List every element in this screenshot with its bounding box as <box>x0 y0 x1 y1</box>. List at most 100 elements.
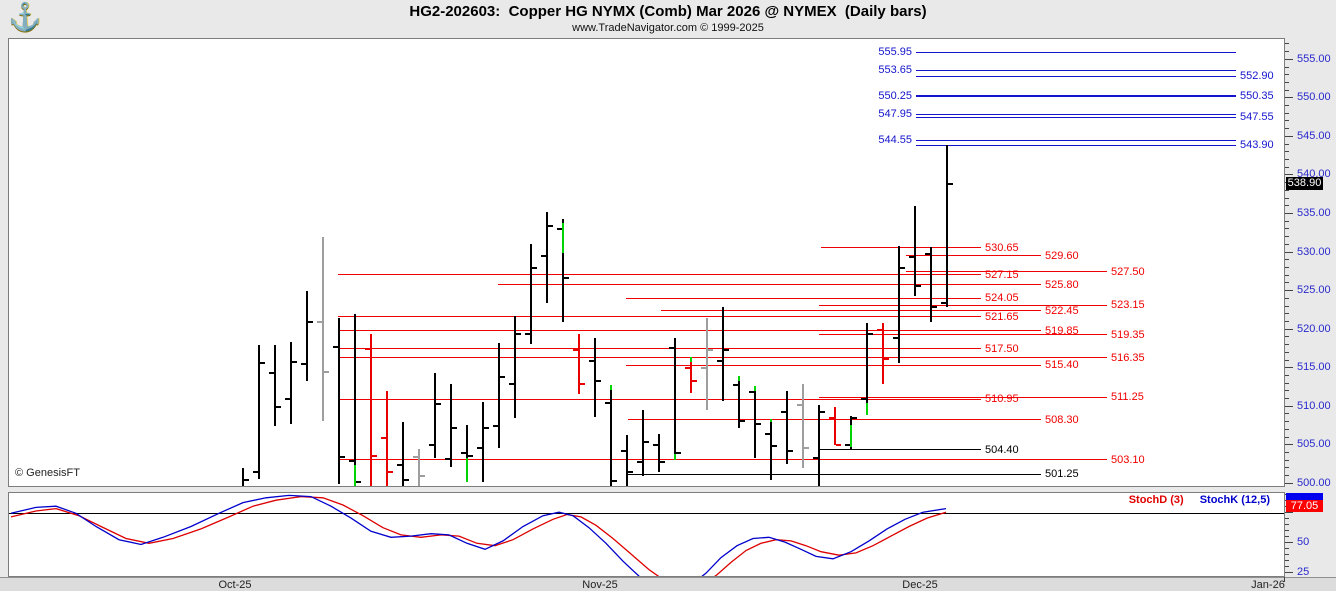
ohlc-close-tick <box>548 224 553 227</box>
stoch-axis-tick <box>1285 572 1293 574</box>
blue-level-line[interactable] <box>916 95 1236 97</box>
price-axis-tick <box>1285 259 1289 261</box>
ohlc-bar <box>690 356 692 393</box>
stoch-axis-tick <box>1285 548 1289 550</box>
price-axis-tick <box>1285 166 1289 168</box>
price-axis-tick <box>1285 398 1289 400</box>
stoch-axis-tick <box>1285 518 1289 520</box>
stoch-gridline-75 <box>9 513 1284 515</box>
ohlc-close-tick <box>404 479 409 481</box>
ohlc-close-tick <box>612 479 617 482</box>
ohlc-open-tick <box>477 446 482 449</box>
blue-level-line[interactable] <box>916 75 1236 77</box>
blue-level-line[interactable] <box>916 51 1236 53</box>
ohlc-close-tick <box>324 371 329 374</box>
ohlc-close-tick <box>340 455 345 458</box>
price-level-line[interactable] <box>819 304 1107 306</box>
ohlc-bar <box>546 211 548 304</box>
ohlc-close-tick <box>884 357 889 360</box>
price-level-label: 522.45 <box>1045 304 1079 317</box>
ohlc-open-tick <box>781 411 786 414</box>
price-axis-tick <box>1285 205 1289 207</box>
ohlc-open-tick <box>797 404 802 407</box>
ohlc-close-tick <box>932 305 937 308</box>
price-level-line[interactable] <box>338 459 1107 461</box>
ohlc-close-tick <box>276 405 281 408</box>
stochk-legend-label: StochK (12,5) <box>1199 494 1270 506</box>
ohlc-open-tick <box>829 416 834 419</box>
blue-level-line[interactable] <box>916 144 1236 146</box>
ohlc-open-tick <box>701 367 706 370</box>
stoch-axis-tick <box>1285 566 1289 568</box>
price-axis-tick <box>1285 367 1293 369</box>
price-axis-tick <box>1285 266 1289 268</box>
price-level-line[interactable] <box>906 271 1107 273</box>
blue-level-line[interactable] <box>916 113 1236 115</box>
stoch-axis-tick <box>1285 536 1289 538</box>
ohlc-bar <box>754 385 756 458</box>
stoch-axis-tick <box>1285 512 1293 514</box>
ohlc-open-tick <box>461 452 466 455</box>
blue-level-line[interactable] <box>916 95 1236 98</box>
price-axis-tick <box>1285 336 1289 338</box>
price-level-line[interactable] <box>661 310 1041 312</box>
stoch-axis-tick <box>1285 524 1289 526</box>
price-level-line[interactable] <box>628 473 1041 475</box>
ohlc-green-segment <box>738 375 740 381</box>
price-level-label: 521.65 <box>985 310 1019 323</box>
price-level-line[interactable] <box>626 297 981 299</box>
ohlc-close-tick <box>900 266 905 269</box>
price-axis-tick <box>1285 174 1293 176</box>
price-level-line[interactable] <box>338 398 981 400</box>
price-level-label: 510.95 <box>985 393 1019 406</box>
ohlc-bar <box>322 237 324 421</box>
ohlc-open-tick <box>813 457 818 460</box>
price-level-line[interactable] <box>498 284 1041 286</box>
ohlc-bar <box>402 422 404 486</box>
stochd-curve <box>10 495 947 576</box>
price-level-line[interactable] <box>821 247 981 249</box>
price-level-line[interactable] <box>819 396 1107 398</box>
price-level-line[interactable] <box>819 449 981 451</box>
ohlc-close-tick <box>244 479 249 481</box>
price-axis-tick <box>1285 197 1289 199</box>
ohlc-open-tick <box>333 345 338 348</box>
copyright-watermark: © GenesisFT <box>15 467 80 479</box>
price-axis-tick <box>1285 251 1293 253</box>
blue-level-line[interactable] <box>916 116 1236 118</box>
price-axis-tick <box>1285 220 1289 222</box>
ohlc-close-tick <box>692 379 697 382</box>
ohlc-close-tick <box>308 320 313 323</box>
price-chart-panel[interactable]: © GenesisFT 530.65 529.60 527.15 527.50 525.… <box>8 38 1285 487</box>
price-axis-label: 545.00 <box>1297 129 1331 142</box>
price-level-label: 519.35 <box>1111 328 1145 341</box>
time-axis[interactable] <box>0 577 1336 591</box>
price-level-line[interactable] <box>906 255 1041 257</box>
blue-level-line[interactable] <box>916 69 1236 71</box>
price-axis-label: 555.00 <box>1297 52 1331 65</box>
stochastic-panel[interactable]: StochD (3) StochK (12,5) <box>8 492 1285 577</box>
price-level-line[interactable] <box>338 316 981 318</box>
ohlc-close-tick <box>420 475 425 478</box>
blue-level-line[interactable] <box>916 139 1236 141</box>
ohlc-open-tick <box>589 359 594 362</box>
ohlc-close-tick <box>708 348 713 351</box>
price-level-label: 524.05 <box>985 292 1019 305</box>
ohlc-close-tick <box>660 461 665 464</box>
price-level-label: 519.85 <box>1045 324 1079 337</box>
price-level-line[interactable] <box>338 274 981 276</box>
blue-level-label: 552.90 <box>1240 70 1274 82</box>
stoch-axis-label: 25 <box>1297 566 1310 579</box>
ohlc-open-tick <box>845 444 850 447</box>
ohlc-open-tick <box>381 436 386 439</box>
ohlc-close-tick <box>372 455 377 458</box>
price-level-line[interactable] <box>338 330 1041 332</box>
price-level-line[interactable] <box>626 364 1041 366</box>
price-level-line[interactable] <box>819 334 1107 336</box>
price-level-line[interactable] <box>338 348 981 350</box>
price-level-label: 517.50 <box>985 342 1019 355</box>
ohlc-close-tick <box>772 445 777 448</box>
ohlc-close-tick <box>836 443 841 446</box>
ohlc-bar <box>706 318 708 410</box>
price-axis-tick <box>1285 328 1293 330</box>
